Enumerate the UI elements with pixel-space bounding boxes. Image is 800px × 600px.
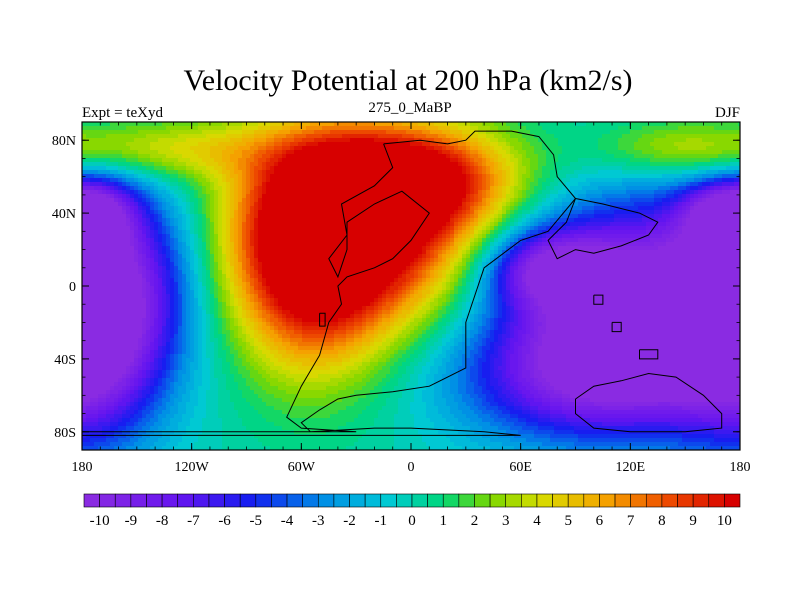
x-tick-label: 120E: [616, 460, 646, 475]
colorbar-box: [458, 493, 475, 508]
coastline-island-4: [319, 312, 326, 327]
colorbar-label: -8: [156, 513, 169, 529]
colorbar-label: 6: [596, 513, 604, 529]
coastline-island-3: [639, 349, 659, 360]
colorbar-box: [208, 493, 225, 508]
colorbar-box: [380, 493, 397, 508]
x-tick-label: 180: [72, 460, 93, 475]
map-axes: 180 120W 60W 0 60E 120E 180 80N 40N 0 40S 80S: [52, 122, 751, 475]
colorbar-label: -6: [218, 513, 231, 529]
colorbar-box: [317, 493, 335, 508]
x-tick-label: 60E: [509, 460, 532, 475]
colorbar-box: [552, 493, 569, 508]
colorbar-label: 8: [658, 513, 666, 529]
plot-title: Velocity Potential at 200 hPa (km2/s): [183, 64, 632, 97]
y-tick-label: 40N: [52, 207, 76, 222]
x-tick-label: 120W: [175, 460, 210, 475]
colorbar-label: -7: [187, 513, 200, 529]
colorbar-box: [427, 493, 444, 508]
colorbar-box: [83, 493, 100, 508]
colorbar-box: [692, 493, 710, 508]
colorbar-label: 2: [471, 513, 479, 529]
colorbar-label: -3: [312, 513, 325, 529]
colorbar-box: [583, 493, 600, 508]
colorbar-box: [411, 493, 428, 508]
colorbar-boxes: [83, 493, 741, 508]
x-tick-label: 60W: [288, 460, 316, 475]
colorbar-label: -5: [250, 513, 263, 529]
colorbar-box: [724, 493, 741, 508]
colorbar-label: 9: [689, 513, 697, 529]
colorbar-box: [567, 493, 585, 508]
x-tick-label: 0: [408, 460, 415, 475]
colorbar-box: [114, 493, 132, 508]
coastline-eastern-landmass: [547, 198, 659, 260]
colorbar-box: [474, 493, 491, 508]
coastline-western-landmass: [82, 130, 577, 436]
colorbar-label: 1: [439, 513, 447, 529]
colorbar-label: 10: [717, 513, 732, 529]
colorbar-box: [677, 493, 694, 508]
colorbar-box: [333, 493, 350, 508]
coastline-island-2: [611, 321, 622, 333]
colorbar-box: [614, 493, 631, 508]
coastline-southern-landmass: [575, 372, 723, 433]
colorbar-label: -10: [90, 513, 110, 529]
colorbar-box: [161, 493, 179, 508]
colorbar-box: [599, 493, 616, 508]
colorbar-box: [521, 493, 538, 508]
y-tick-label: 0: [69, 280, 76, 295]
colorbar-box: [661, 493, 678, 508]
colorbar-box: [489, 493, 507, 508]
left-subtitle: Expt = teXyd: [82, 105, 163, 121]
colorbar-label: 4: [533, 513, 541, 529]
colorbar-box: [177, 493, 194, 508]
colorbar-box: [224, 493, 241, 508]
map-area: 180 120W 60W 0 60E 120E 180 80N 40N 0 40S 80S: [52, 121, 751, 475]
colorbar-box: [442, 493, 460, 508]
colorbar-box: [630, 493, 647, 508]
colorbar-label: 0: [408, 513, 416, 529]
colorbar-box: [302, 493, 319, 508]
colorbar-box: [239, 493, 257, 508]
colorbar-box: [645, 493, 663, 508]
x-tick-label: 180: [730, 460, 751, 475]
colorbar-label: 5: [564, 513, 572, 529]
colorbar-label: -2: [343, 513, 356, 529]
colorbar-box: [99, 493, 116, 508]
center-subtitle: 275_0_MaBP: [368, 100, 451, 116]
velocity-potential-field: [82, 122, 740, 450]
colorbar: -10 -9 -8 -7 -6 -5 -4 -3 -2 -1 0 1 2 3 4 5 6 7 8 9 10: [83, 493, 741, 529]
coastline-outlines: [82, 130, 723, 436]
right-subtitle: DJF: [715, 105, 740, 121]
colorbar-box: [193, 493, 210, 508]
y-tick-label: 40S: [54, 353, 76, 368]
colorbar-box: [364, 493, 382, 508]
coastline-island-1: [593, 294, 604, 305]
colorbar-box: [505, 493, 522, 508]
colorbar-box: [286, 493, 303, 508]
colorbar-label: -1: [375, 513, 388, 529]
colorbar-box: [396, 493, 413, 508]
colorbar-label: -4: [281, 513, 294, 529]
colorbar-box: [130, 493, 147, 508]
colorbar-label: -9: [125, 513, 138, 529]
colorbar-box: [271, 493, 288, 508]
colorbar-labels: -10 -9 -8 -7 -6 -5 -4 -3 -2 -1 0 1 2 3 4 5 6 7 8 9 10: [90, 513, 732, 529]
colorbar-box: [146, 493, 163, 508]
y-tick-label: 80N: [52, 134, 76, 149]
colorbar-box: [536, 493, 553, 508]
colorbar-box: [708, 493, 725, 508]
colorbar-label: 7: [627, 513, 635, 529]
colorbar-label: 3: [502, 513, 510, 529]
colorbar-box: [349, 493, 366, 508]
y-tick-label: 80S: [54, 426, 76, 441]
colorbar-box: [255, 493, 272, 508]
